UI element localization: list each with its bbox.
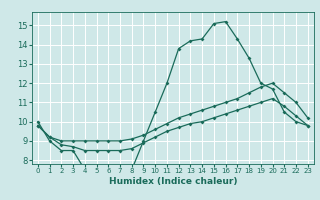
X-axis label: Humidex (Indice chaleur): Humidex (Indice chaleur) xyxy=(108,177,237,186)
